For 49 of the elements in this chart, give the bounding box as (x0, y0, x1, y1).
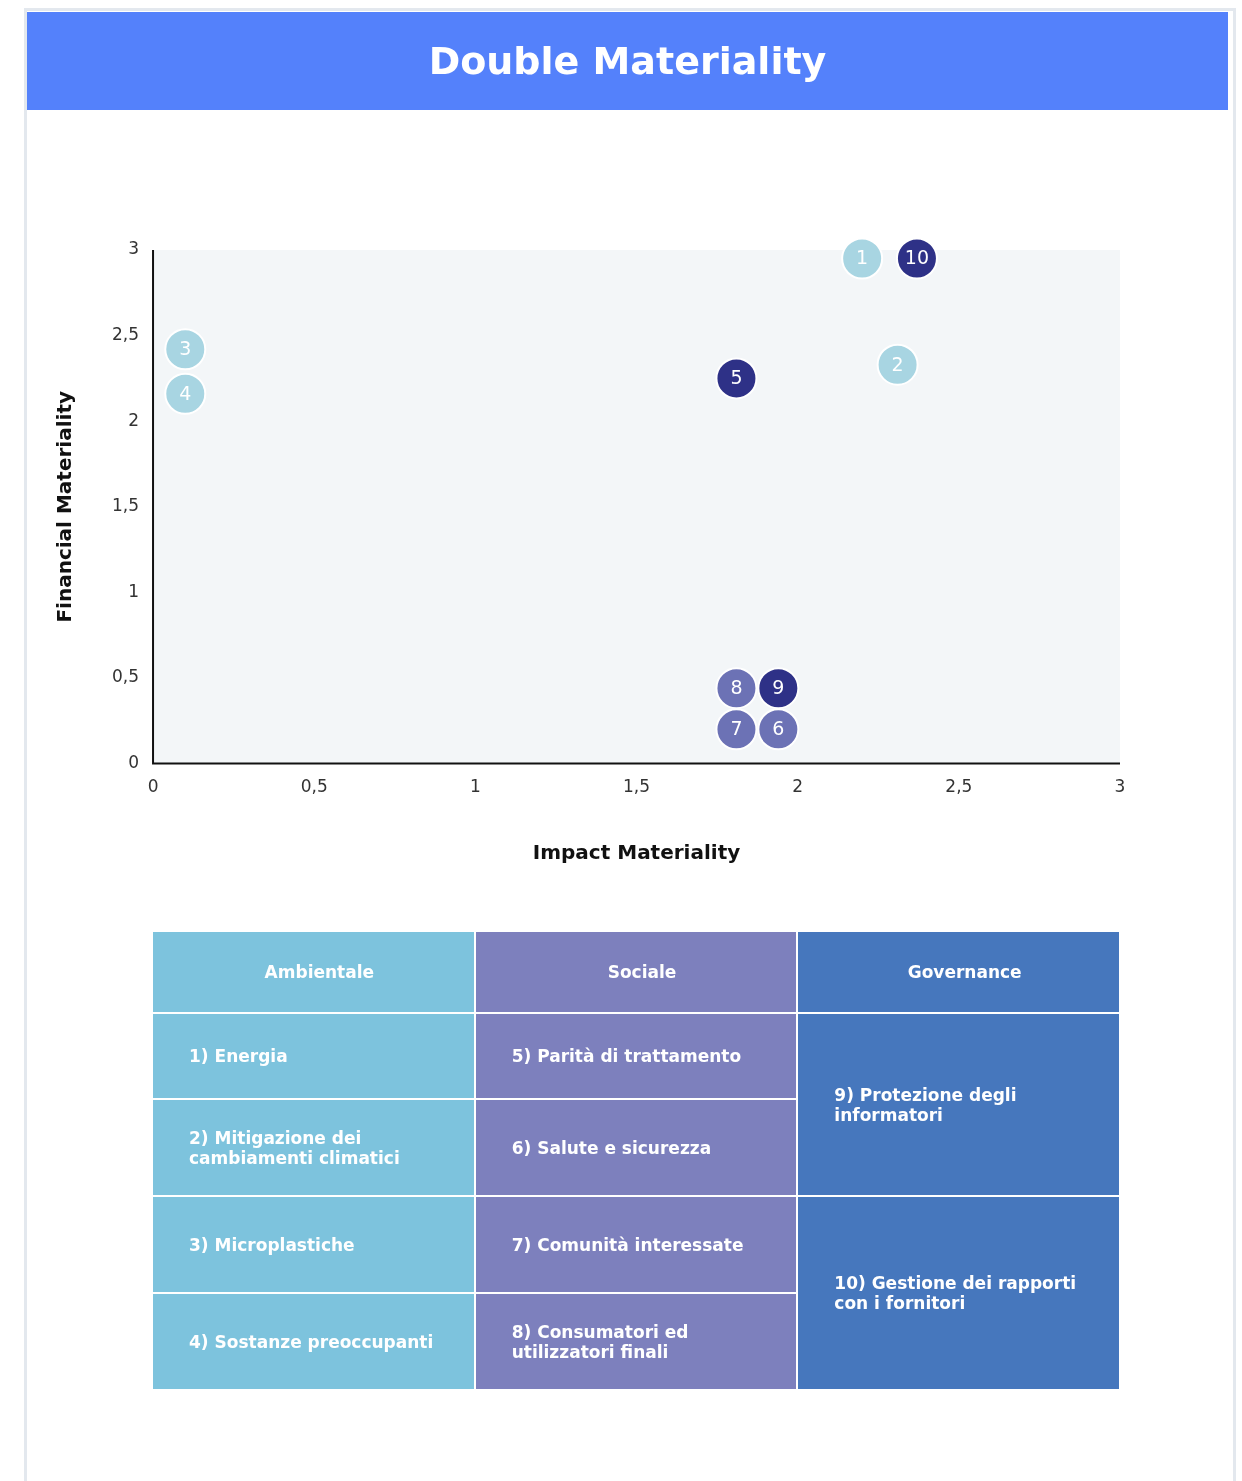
annotation: 5 (730, 366, 743, 389)
text: Ambientale (152, 931, 475, 1013)
x-tick-label: 2 (792, 776, 804, 797)
text: 2) Mitigazione dei cambiamenti climatici (152, 1099, 475, 1196)
text: Sociale (474, 931, 798, 1013)
point (715, 667, 758, 710)
y-tick-label: 1 (128, 580, 140, 601)
y-axis-title: Financial Materiality (52, 391, 77, 623)
point (757, 708, 800, 751)
text: 5) Parità di trattamento (474, 1013, 798, 1099)
annotation: 9 (772, 676, 785, 699)
point (841, 237, 884, 280)
text: 10) Gestione dei rapporti con i fornitori (797, 1196, 1120, 1390)
x-tick-label: 0,5 (300, 776, 328, 797)
y-tick-label: 0,5 (111, 666, 140, 687)
text: 6) Salute e sicurezza (474, 1099, 798, 1196)
y-tick-label: 0 (128, 752, 140, 773)
chart-title: Double Materiality (27, 12, 1228, 110)
x-tick-label: 3 (1114, 776, 1126, 797)
annotation: 8 (730, 676, 743, 699)
x-tick-label: 0 (147, 776, 159, 797)
annotation: 6 (772, 717, 785, 740)
y-tick-label: 2 (128, 409, 140, 430)
text: Governance (797, 931, 1120, 1013)
point (757, 667, 800, 710)
annotation: 7 (730, 717, 743, 740)
text: 4) Sostanze preoccupanti (152, 1293, 475, 1390)
point (715, 708, 758, 751)
point (715, 357, 758, 400)
point (164, 372, 207, 415)
text: 9) Protezione degli informatori (797, 1013, 1120, 1196)
text: 1) Energia (152, 1013, 475, 1099)
text: 8) Consumatori ed utilizzatori finali (474, 1293, 798, 1390)
text: 7) Comunità interessate (474, 1196, 798, 1293)
y-tick-label: 1,5 (111, 495, 140, 516)
annotation: 1 (856, 246, 869, 269)
annotation: 4 (179, 381, 192, 404)
point (876, 343, 919, 386)
x-tick-label: 1,5 (622, 776, 651, 797)
x-tick-label: 1 (469, 776, 481, 797)
annotation: 2 (891, 352, 904, 375)
annotation: 3 (179, 337, 192, 360)
y-tick-label: 3 (128, 238, 140, 259)
x-tick-label: 2,5 (945, 776, 973, 797)
y-tick-label: 2,5 (111, 324, 140, 345)
text: 3) Microplastiche (152, 1196, 475, 1293)
x-axis-title: Impact Materiality (532, 840, 741, 865)
point (164, 328, 207, 371)
annotation: 10 (904, 246, 930, 269)
